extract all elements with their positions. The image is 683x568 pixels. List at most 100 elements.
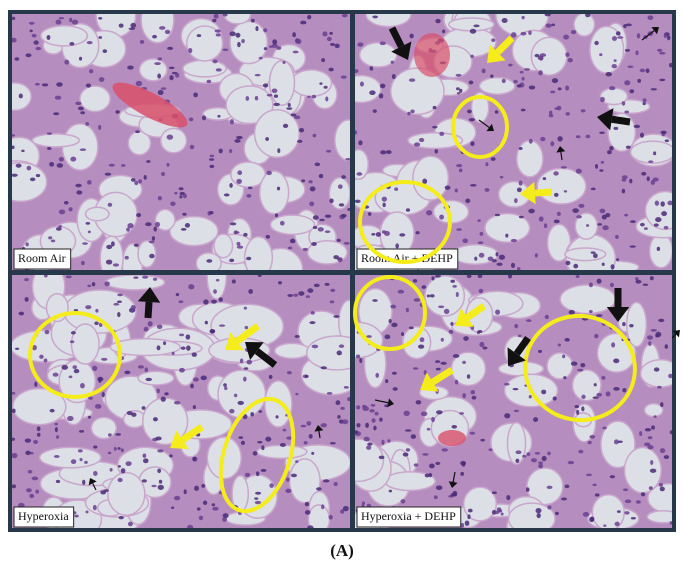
- nucleus: [455, 380, 458, 385]
- nucleus: [155, 436, 161, 440]
- nucleus: [544, 223, 547, 228]
- nucleus: [596, 393, 602, 397]
- nucleus: [223, 383, 227, 387]
- nucleus: [313, 134, 317, 138]
- nucleus: [93, 471, 98, 476]
- nucleus: [292, 32, 296, 37]
- nucleus: [615, 522, 620, 527]
- nucleus: [557, 136, 562, 141]
- nucleus: [71, 459, 76, 464]
- nucleus: [240, 358, 243, 363]
- nucleus: [325, 97, 328, 102]
- nucleus: [404, 411, 410, 416]
- nucleus: [566, 112, 570, 115]
- nucleus: [591, 251, 596, 253]
- nucleus: [493, 511, 499, 514]
- nucleus: [557, 212, 561, 216]
- nucleus: [97, 377, 103, 381]
- alveolus: [218, 370, 266, 418]
- nucleus: [581, 109, 586, 112]
- nucleus: [92, 366, 97, 371]
- nucleus: [136, 213, 141, 217]
- alveolus: [86, 207, 109, 221]
- nucleus: [255, 74, 261, 77]
- nucleus: [47, 132, 52, 134]
- nucleus: [465, 521, 470, 526]
- nucleus: [394, 187, 398, 191]
- nucleus: [643, 102, 646, 105]
- nucleus: [49, 162, 54, 167]
- nucleus: [184, 489, 187, 494]
- nucleus: [496, 263, 502, 266]
- nucleus: [89, 69, 93, 73]
- nucleus: [403, 453, 409, 457]
- nucleus: [611, 264, 615, 269]
- nucleus: [645, 428, 651, 431]
- nucleus: [392, 372, 397, 375]
- nucleus: [609, 146, 614, 151]
- alveolus: [291, 70, 332, 96]
- nucleus: [298, 291, 304, 296]
- nucleus: [108, 433, 112, 436]
- nucleus: [612, 36, 617, 41]
- nucleus: [407, 112, 410, 116]
- nucleus: [518, 335, 522, 338]
- nucleus: [305, 502, 310, 506]
- nucleus: [330, 442, 336, 444]
- nucleus: [485, 188, 490, 192]
- nucleus: [471, 390, 476, 394]
- nucleus: [283, 124, 288, 128]
- nucleus: [427, 428, 431, 431]
- nucleus: [660, 448, 665, 453]
- nucleus: [554, 219, 560, 223]
- nucleus: [118, 465, 121, 468]
- nucleus: [406, 448, 410, 452]
- alveolus: [108, 473, 145, 516]
- nucleus: [488, 256, 494, 261]
- nucleus: [436, 368, 441, 371]
- nucleus: [333, 255, 339, 259]
- nucleus: [511, 263, 515, 268]
- nucleus: [387, 439, 390, 442]
- nucleus: [365, 423, 369, 428]
- nucleus: [81, 261, 85, 265]
- nucleus: [278, 281, 282, 284]
- nucleus: [462, 361, 466, 364]
- nucleus: [219, 149, 223, 154]
- nucleus: [59, 157, 64, 162]
- nucleus: [379, 93, 384, 98]
- nucleus: [369, 90, 375, 95]
- nucleus: [596, 314, 602, 317]
- nucleus: [110, 468, 113, 472]
- nucleus: [42, 83, 48, 86]
- nucleus: [72, 20, 78, 25]
- alveolus: [270, 61, 295, 106]
- nucleus: [93, 505, 97, 510]
- nucleus: [98, 125, 101, 130]
- nucleus: [449, 330, 454, 334]
- nucleus: [533, 417, 538, 422]
- nucleus: [34, 40, 39, 44]
- nucleus: [325, 215, 331, 218]
- nucleus: [340, 407, 345, 410]
- nucleus: [94, 321, 98, 325]
- nucleus: [101, 358, 107, 361]
- nucleus: [330, 289, 335, 292]
- nucleus: [468, 509, 473, 513]
- nucleus: [606, 391, 611, 396]
- nucleus: [212, 19, 216, 22]
- nucleus: [133, 276, 138, 279]
- nucleus: [206, 259, 212, 263]
- nucleus: [470, 29, 476, 34]
- nucleus: [145, 367, 149, 372]
- nucleus: [285, 489, 291, 493]
- nucleus: [50, 409, 55, 413]
- nucleus: [161, 172, 165, 176]
- nucleus: [30, 30, 33, 33]
- nucleus: [170, 201, 175, 205]
- nucleus: [321, 504, 324, 509]
- nucleus: [121, 448, 124, 452]
- nucleus: [418, 345, 424, 349]
- figure: Room AirRoom Air + DEHPHyperoxiaHyperoxi…: [0, 0, 683, 568]
- nucleus: [467, 275, 472, 278]
